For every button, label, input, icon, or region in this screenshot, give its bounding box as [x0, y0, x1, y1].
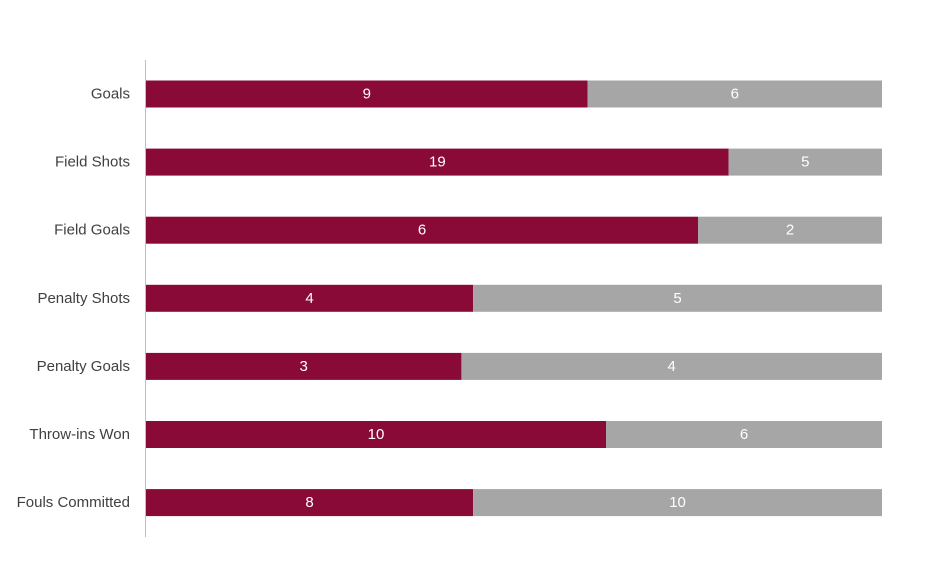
bar-segment-series-2 [473, 489, 882, 517]
bar-segment-series-1 [146, 80, 588, 108]
category-label: Penalty Goals [37, 358, 130, 375]
bar-segment-series-2 [473, 284, 882, 312]
category-label: Penalty Shots [37, 290, 130, 307]
bar-segment-series-1 [146, 421, 606, 448]
bar-segment-series-1 [146, 216, 698, 244]
bar-segment-series-2 [698, 216, 882, 244]
bar-segment-series-1 [146, 284, 474, 312]
bar-segment-series-2 [461, 352, 882, 380]
bar-segment-series-1 [146, 148, 729, 176]
data-label: 6 [731, 86, 739, 103]
data-label: 5 [801, 154, 809, 171]
category-label: Field Shots [55, 154, 130, 171]
data-label: 4 [668, 358, 676, 375]
bars-layer: 9 6 19 5 6 2 4 5 3 4 10 6 8 10 [146, 80, 882, 517]
data-label: 19 [429, 154, 446, 171]
data-label: 6 [740, 426, 748, 443]
category-label: Goals [91, 86, 130, 103]
data-label: 5 [673, 290, 681, 307]
category-label: Fouls Committed [17, 494, 130, 511]
bar-segment-series-1 [146, 352, 462, 380]
data-label: 10 [669, 494, 686, 511]
category-label: Throw-ins Won [29, 426, 130, 443]
data-label: 9 [363, 86, 371, 103]
data-label: 8 [305, 494, 313, 511]
data-label: 6 [418, 222, 426, 239]
bar-segment-series-2 [587, 80, 882, 108]
category-labels-layer: Goals Field Shots Field Goals Penalty Shots… [17, 86, 130, 512]
data-label: 2 [786, 222, 794, 239]
bar-segment-series-2 [606, 421, 882, 448]
data-label: 10 [368, 426, 385, 443]
bar-segment-series-1 [146, 489, 474, 517]
bar-segment-series-2 [728, 148, 882, 176]
data-label: 3 [300, 358, 308, 375]
category-label: Field Goals [54, 222, 130, 239]
data-label: 4 [305, 290, 313, 307]
